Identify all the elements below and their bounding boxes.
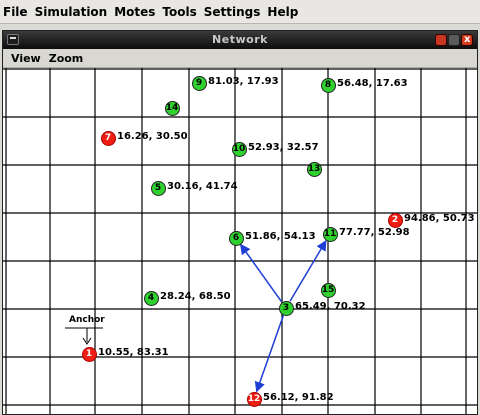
node-14-sensor[interactable]: 14 [164,100,180,116]
node-5-sensor[interactable]: 5 [150,180,166,196]
node-10-coordinates: 52.93, 32.57 [248,142,319,153]
node-1-coordinates: 10.55, 83.31 [98,347,169,358]
node-4-sensor[interactable]: 4 [143,290,159,306]
network-grid [3,68,477,414]
node-4-coordinates: 28.24, 68.50 [160,291,231,302]
edge-3-to-12 [254,315,285,393]
close-icon: x [464,34,471,45]
node-7-anchor[interactable]: 7 [100,130,116,146]
maximize-button[interactable] [448,34,460,46]
node-9-coordinates: 81.03, 17.93 [208,76,279,87]
minimize-button[interactable] [435,34,447,46]
window-menubar: View Zoom [3,49,477,68]
network-window: Network x View Zoom 1 10.55, 83.31 2 94.86,… [2,30,478,415]
menu-file[interactable]: File [3,4,28,19]
menu-view[interactable]: View [11,51,41,65]
menu-tools[interactable]: Tools [162,4,197,19]
node-13-sensor[interactable]: 13 [306,161,322,177]
node-15-sensor[interactable]: 15 [320,282,336,298]
node-12-coordinates: 56.12, 91.82 [263,392,334,403]
node-8-sensor[interactable]: 8 [320,77,336,93]
node-11-coordinates: 77.77, 52.98 [339,227,410,238]
menu-zoom[interactable]: Zoom [48,51,84,65]
node-6-sensor[interactable]: 6 [228,230,244,246]
node-1-anchor[interactable]: 1 [81,346,97,362]
menu-settings[interactable]: Settings [203,4,261,19]
node-9-sensor[interactable]: 9 [191,75,207,91]
node-8-coordinates: 56.48, 17.63 [337,78,408,89]
node-12-anchor[interactable]: 12 [246,391,262,407]
window-title: Network [212,33,268,46]
node-6-coordinates: 51.86, 54.13 [245,231,316,242]
menu-simulation[interactable]: Simulation [34,4,108,19]
node-7-coordinates: 16.26, 30.50 [117,131,188,142]
node-11-sensor[interactable]: 11 [322,226,338,242]
edge-3-to-11 [289,239,327,302]
close-button[interactable]: x [461,34,473,46]
window-titlebar[interactable]: Network x [3,31,477,49]
node-2-coordinates: 94.86, 50.73 [404,213,475,224]
node-3-coordinates: 65.49, 70.32 [295,301,366,312]
anchor-pointer [65,327,103,345]
menu-motes[interactable]: Motes [114,4,156,19]
menu-help[interactable]: Help [267,4,299,19]
edge-3-to-6 [240,243,282,302]
anchor-annotation: Anchor [69,315,105,325]
app-menubar: File Simulation Motes Tools Settings Hel… [0,0,480,24]
node-10-sensor[interactable]: 10 [231,141,247,157]
node-2-anchor[interactable]: 2 [387,212,403,228]
node-3-sensor[interactable]: 3 [278,300,294,316]
node-5-coordinates: 30.16, 41.74 [167,181,238,192]
window-menu-icon[interactable] [7,34,19,45]
network-canvas[interactable]: 1 10.55, 83.31 2 94.86, 50.73 7 16.26, 30.50 1… [3,68,477,414]
